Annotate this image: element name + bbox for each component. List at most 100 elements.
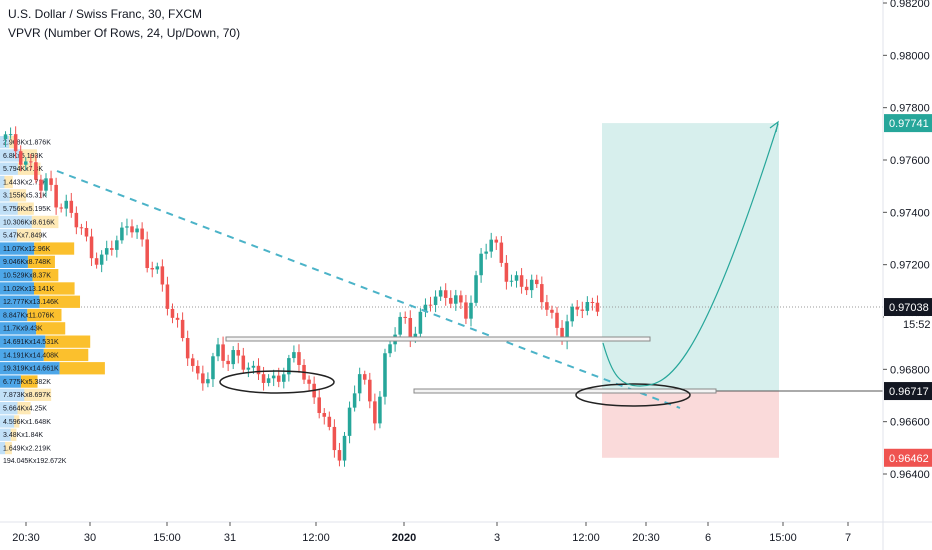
candle-down — [150, 268, 155, 270]
vp-up-bar — [0, 242, 35, 255]
candle-up — [383, 353, 387, 397]
vp-up-bar — [0, 255, 28, 268]
candle-down — [550, 309, 554, 313]
candle-down — [276, 375, 281, 382]
candle-down — [39, 179, 43, 191]
candle-down — [504, 262, 509, 282]
y-tick-label: 0.96800 — [890, 364, 930, 376]
candle-down — [196, 365, 200, 374]
vp-up-bar — [0, 175, 5, 189]
x-tick-label: 30 — [84, 532, 96, 544]
vp-down-bar — [14, 415, 20, 428]
vp-down-bar — [32, 269, 59, 282]
x-tick-label: 3 — [494, 532, 500, 544]
candle-down — [130, 226, 134, 233]
x-tick-label: 20:30 — [632, 532, 660, 544]
vp-label: 5.664Kx4.25K — [3, 406, 47, 413]
candle-down — [69, 200, 74, 213]
vp-label: 1.649Kx2.219K — [3, 445, 51, 452]
candle-up — [99, 254, 104, 265]
indicator-legend: VPVR (Number Of Rows, 24, Up/Down, 70) — [8, 26, 241, 40]
candle-down — [499, 242, 504, 263]
candle-up — [398, 316, 402, 335]
candle-up — [44, 178, 48, 191]
vp-down-bar — [20, 375, 38, 388]
candle-up — [125, 226, 129, 228]
candle-down — [180, 319, 185, 339]
vp-up-bar — [0, 375, 21, 388]
vp-down-bar — [45, 335, 91, 348]
candle-down — [165, 284, 170, 309]
candle-down — [140, 228, 144, 240]
candle-up — [266, 378, 271, 383]
vp-up-bar — [0, 415, 15, 428]
x-tick-label: 12:00 — [302, 532, 330, 544]
candle-up — [135, 228, 139, 233]
candle-up — [104, 248, 109, 255]
target-zone — [602, 123, 779, 392]
candle-up — [378, 396, 382, 424]
vp-down-bar — [27, 255, 55, 268]
candle-up — [357, 374, 362, 394]
y-tick-label: 0.97400 — [890, 207, 930, 219]
vp-up-bar — [0, 215, 32, 229]
vp-up-bar — [0, 402, 18, 415]
candle-down — [448, 297, 453, 304]
candle-down — [236, 350, 241, 356]
x-tick-label: 12:00 — [572, 532, 600, 544]
price-tag — [884, 114, 932, 133]
vp-label: 10.529Kx8.37K — [3, 273, 51, 280]
candle-up — [388, 344, 392, 354]
vp-label: 6.8Kx5.193K — [3, 153, 43, 160]
candle-down — [89, 236, 94, 259]
candle-down — [190, 358, 195, 366]
vp-down-bar — [9, 136, 15, 149]
drawings — [56, 120, 779, 409]
candle-up — [64, 200, 69, 209]
candle-up — [115, 240, 119, 250]
candle-down — [226, 360, 230, 365]
candle-down — [185, 338, 190, 359]
vp-up-bar — [0, 308, 28, 322]
candle-down — [519, 275, 524, 287]
vp-up-bar — [0, 136, 10, 149]
candle-up — [352, 393, 357, 408]
candle-down — [428, 304, 433, 306]
vp-label: 19.319Kx14.661K — [3, 366, 59, 373]
candle-up — [474, 275, 478, 303]
vp-up-bar — [0, 428, 11, 441]
candle-down — [373, 401, 377, 424]
vp-label: 14.691Kx14.531K — [3, 339, 59, 346]
y-tick-label: 0.96600 — [890, 417, 930, 429]
candle-down — [540, 284, 544, 303]
candle-down — [368, 379, 372, 402]
candle-down — [221, 344, 225, 361]
candle-up — [438, 290, 443, 297]
candle-down — [545, 302, 549, 310]
candles — [3, 126, 600, 467]
candle-up — [479, 253, 483, 276]
candle-up — [231, 350, 235, 365]
vp-label: 10.306Kx8.616K — [3, 219, 55, 226]
vp-up-bar — [0, 348, 44, 362]
vp-up-bar — [0, 202, 18, 215]
candle-up — [8, 134, 13, 136]
candle-up — [570, 306, 574, 322]
candle-up — [489, 239, 493, 252]
vp-down-bar — [17, 402, 31, 415]
candle-down — [555, 312, 559, 328]
vp-label: 2.968Kx1.876K — [3, 140, 51, 147]
vp-down-bar — [59, 362, 105, 375]
candle-up — [206, 379, 210, 384]
candle-down — [110, 248, 114, 250]
candle-down — [74, 212, 79, 228]
candle-down — [362, 374, 367, 380]
vp-down-bar — [5, 441, 12, 455]
candle-up — [342, 435, 347, 461]
vp-label: 11.7Kx9.43K — [3, 326, 43, 333]
vp-label: 5.794Kx7.3K — [3, 166, 43, 173]
candle-up — [565, 321, 569, 342]
vp-up-bar — [0, 441, 6, 455]
vp-down-bar — [34, 282, 75, 295]
